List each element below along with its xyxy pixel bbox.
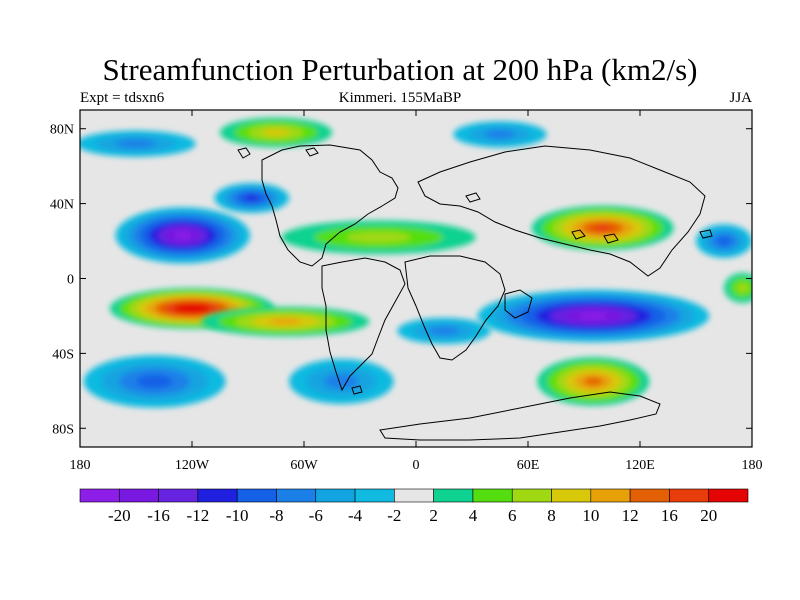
coastline-island-4 xyxy=(603,233,619,244)
coastline-island-7 xyxy=(699,229,713,239)
y-tick-label-0: 80N xyxy=(50,123,74,138)
colorbar-swatch-6 xyxy=(315,488,356,503)
x-tick-label-5: 120E xyxy=(625,458,655,473)
season-label: JJA xyxy=(729,90,752,106)
anomaly-12 xyxy=(281,220,476,255)
colorbar-label-4: -8 xyxy=(269,506,283,525)
coastline-south-america xyxy=(321,257,406,392)
anomaly-0-band-9 xyxy=(182,306,202,311)
colorbar-label-6: -4 xyxy=(348,506,363,525)
colorbar-label-15: 20 xyxy=(700,506,717,525)
anomaly-14 xyxy=(724,272,752,303)
period-label: Kimmeri. 155MaBP xyxy=(338,90,462,106)
anomaly-3 xyxy=(214,183,290,213)
colorbar-label-12: 10 xyxy=(582,506,599,525)
anomaly-5 xyxy=(531,205,674,251)
anomaly-15 xyxy=(397,317,491,345)
y-tick-label-4: 80S xyxy=(52,422,74,437)
y-tick-label-1: 40N xyxy=(50,198,74,213)
anomaly-1 xyxy=(201,306,370,337)
anomaly-11 xyxy=(80,130,196,157)
colorbar-label-0: -20 xyxy=(108,506,131,525)
colorbar-swatch-14 xyxy=(629,488,670,503)
colorbar-label-3: -10 xyxy=(226,506,249,525)
coastline-island-2 xyxy=(305,147,319,157)
y-tick-label-2: 0 xyxy=(67,273,74,288)
map-title: Streamfunction Perturbation at 200 hPa (… xyxy=(102,52,698,87)
anomaly-7-band-4 xyxy=(136,374,173,389)
colorbar-swatch-16 xyxy=(708,488,749,503)
colorbar-swatch-0 xyxy=(79,488,120,503)
coastline-north-america xyxy=(261,144,399,267)
x-tick-label-3: 0 xyxy=(413,458,420,473)
colorbar-label-2: -12 xyxy=(187,506,210,525)
anomaly-13 xyxy=(696,224,752,258)
coastline-india-madagascar xyxy=(504,289,533,319)
x-tick-label-2: 60W xyxy=(290,458,318,473)
anomaly-5-band-7 xyxy=(592,224,613,232)
colorbar-swatch-13 xyxy=(590,488,631,503)
coastline-antarctica-australia xyxy=(379,391,661,441)
anomaly-8-band-3 xyxy=(323,373,359,389)
y-tick-label-3: 40S xyxy=(52,347,74,362)
colorbar-swatch-1 xyxy=(118,488,159,503)
anomaly-8 xyxy=(289,359,394,404)
paleo-coastlines xyxy=(237,144,713,441)
anomaly-10-band-3 xyxy=(484,129,516,139)
map-axes: 180 120W 60W 0 60E 120E 180 80N 40N 0 40S 80S xyxy=(50,110,763,473)
x-tick-label-6: 180 xyxy=(742,458,763,473)
colorbar: -20 -16 -12 -10 -8 -6 -4 -2 2 4 6 8 10 12 16 20 xyxy=(79,488,749,525)
coastline-eurasia xyxy=(417,145,706,277)
colorbar-swatch-8 xyxy=(394,488,434,503)
anomaly-2-band-8 xyxy=(174,231,192,239)
anomaly-6-band-6 xyxy=(584,377,603,386)
colorbar-swatch-15 xyxy=(669,488,710,503)
colorbar-swatch-3 xyxy=(197,488,238,503)
anomaly-10 xyxy=(453,121,547,148)
colorbar-swatch-9 xyxy=(433,488,474,503)
anomaly-2 xyxy=(115,207,250,264)
anomaly-6 xyxy=(537,357,650,406)
colorbar-label-7: -2 xyxy=(387,506,401,525)
anomaly-14-band-3 xyxy=(736,282,749,293)
anomaly-7 xyxy=(83,355,226,408)
x-tick-label-0: 180 xyxy=(70,458,91,473)
colorbar-swatch-10 xyxy=(472,488,513,503)
colorbar-label-8: 2 xyxy=(429,506,438,525)
colorbar-label-13: 12 xyxy=(622,506,639,525)
anomaly-4 xyxy=(477,289,710,343)
anomaly-15-band-3 xyxy=(428,326,460,336)
anomaly-4-band-8 xyxy=(578,312,608,320)
anomaly-3-band-5 xyxy=(244,194,260,201)
anomaly-9 xyxy=(220,117,332,148)
coastline-island-1 xyxy=(237,147,251,159)
anomaly-12-band-3 xyxy=(346,231,412,243)
colorbar-label-14: 16 xyxy=(661,506,678,525)
anomaly-1-band-5 xyxy=(268,318,303,325)
anomaly-9-band-4 xyxy=(262,128,290,137)
x-tick-label-1: 120W xyxy=(175,458,210,473)
streamfunction-field xyxy=(80,117,752,408)
x-tick-label-4: 60E xyxy=(517,458,540,473)
coastline-island-5 xyxy=(465,192,481,203)
colorbar-swatch-12 xyxy=(551,488,592,503)
anomaly-11-band-3 xyxy=(116,139,156,149)
colorbar-label-9: 4 xyxy=(469,506,478,525)
coastline-island-6 xyxy=(351,385,363,395)
colorbar-swatch-4 xyxy=(236,488,277,503)
colorbar-label-11: 8 xyxy=(547,506,556,525)
experiment-label: Expt = tdsxn6 xyxy=(80,90,165,106)
colorbar-swatch-7 xyxy=(354,488,395,503)
coastline-africa xyxy=(404,255,506,361)
colorbar-swatch-5 xyxy=(276,488,317,503)
colorbar-swatch-11 xyxy=(511,488,552,503)
colorbar-label-10: 6 xyxy=(508,506,517,525)
colorbar-label-1: -16 xyxy=(147,506,170,525)
coastline-island-3 xyxy=(571,229,586,240)
colorbar-swatch-2 xyxy=(158,488,199,503)
colorbar-label-5: -6 xyxy=(309,506,323,525)
anomaly-13-band-4 xyxy=(717,236,731,246)
